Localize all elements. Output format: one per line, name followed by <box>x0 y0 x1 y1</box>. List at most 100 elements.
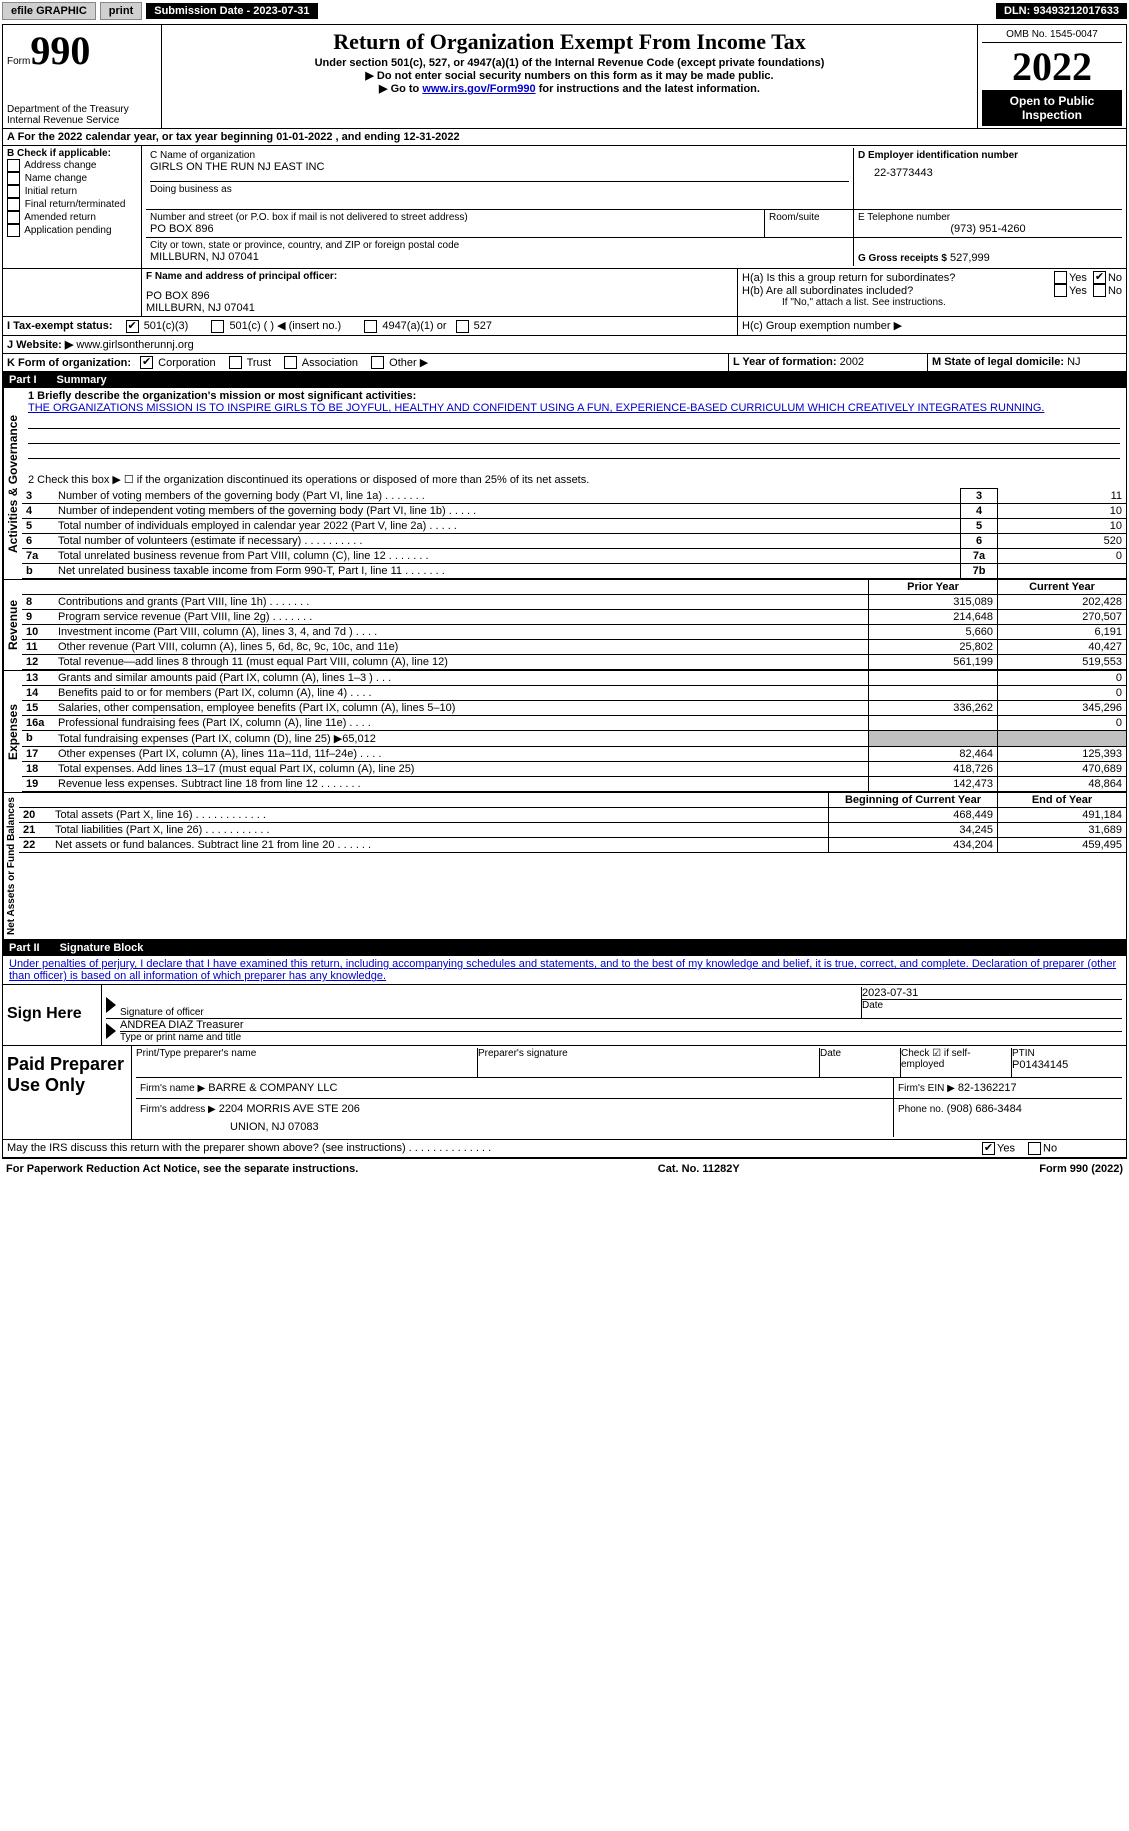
section-f-label: F Name and address of principal officer: <box>146 271 733 282</box>
instruction-2: ▶ Go to www.irs.gov/Form990 for instruct… <box>166 82 973 95</box>
officer-type-label: Type or print name and title <box>120 1031 1122 1043</box>
section-b-item: Amended return <box>7 211 137 224</box>
4947-checkbox[interactable] <box>364 320 377 333</box>
ha-label: H(a) Is this a group return for subordin… <box>742 272 1054 284</box>
part2-header: Part II Signature Block <box>3 940 1126 956</box>
discuss-no-checkbox[interactable] <box>1028 1142 1041 1155</box>
ha-no-checkbox[interactable] <box>1093 271 1106 284</box>
assoc-checkbox[interactable] <box>284 356 297 369</box>
table-netassets: 20Total assets (Part X, line 16) . . . .… <box>19 808 1126 853</box>
corp-checkbox[interactable] <box>140 356 153 369</box>
b-checkbox[interactable] <box>7 198 20 211</box>
section-g-label: G Gross receipts $ <box>858 253 947 264</box>
footer-mid: Cat. No. 11282Y <box>658 1163 740 1175</box>
website: www.girlsontherunnj.org <box>76 339 193 351</box>
501c-checkbox[interactable] <box>211 320 224 333</box>
table-row: 18Total expenses. Add lines 13–17 (must … <box>22 762 1126 777</box>
state-domicile: NJ <box>1067 356 1080 368</box>
firm-name-label: Firm's name ▶ <box>140 1083 205 1094</box>
website-row: J Website: ▶ www.girlsontherunnj.org <box>3 336 1126 354</box>
firm-ein: 82-1362217 <box>958 1082 1017 1094</box>
other-checkbox[interactable] <box>371 356 384 369</box>
firm-addr2: UNION, NJ 07083 <box>140 1115 889 1133</box>
table-row: 6Total number of volunteers (estimate if… <box>22 534 1126 549</box>
room-label: Room/suite <box>769 212 849 223</box>
page-footer: For Paperwork Reduction Act Notice, see … <box>0 1161 1129 1177</box>
street-address: PO BOX 896 <box>150 223 760 235</box>
527-checkbox[interactable] <box>456 320 469 333</box>
table-row: 5Total number of individuals employed in… <box>22 519 1126 534</box>
hb-no-checkbox[interactable] <box>1093 284 1106 297</box>
firm-phone: (908) 686-3484 <box>947 1103 1022 1115</box>
b-checkbox[interactable] <box>7 172 20 185</box>
topbar: efile GRAPHIC print Submission Date - 20… <box>0 0 1129 22</box>
table-row: 7aTotal unrelated business revenue from … <box>22 549 1126 564</box>
form-header: Form990 Department of the Treasury Inter… <box>3 25 1126 129</box>
print-button[interactable]: print <box>100 2 142 20</box>
discuss-row: May the IRS discuss this return with the… <box>3 1140 1126 1158</box>
city-label: City or town, state or province, country… <box>150 240 849 251</box>
sig-date: 2023-07-31 <box>862 987 1122 999</box>
table-row: 4Number of independent voting members of… <box>22 504 1126 519</box>
table-row: 10Investment income (Part VIII, column (… <box>22 625 1126 640</box>
ha-yes-checkbox[interactable] <box>1054 271 1067 284</box>
firm-addr-label: Firm's address ▶ <box>140 1104 216 1115</box>
paid-preparer-label: Paid Preparer Use Only <box>3 1046 132 1139</box>
b-checkbox[interactable] <box>7 224 20 237</box>
phone-label: Phone no. <box>898 1104 944 1115</box>
b-checkbox[interactable] <box>7 159 20 172</box>
prep-sig-label: Preparer's signature <box>478 1048 819 1059</box>
501c3-checkbox[interactable] <box>126 320 139 333</box>
irs-link[interactable]: www.irs.gov/Form990 <box>422 83 535 95</box>
q1-label: 1 Briefly describe the organization's mi… <box>28 390 1120 402</box>
section-c-label: C Name of organization <box>150 150 849 161</box>
section-b-item: Final return/terminated <box>7 198 137 211</box>
self-emp-label: Check ☑ if self-employed <box>901 1048 1011 1070</box>
section-k-label: K Form of organization: <box>7 357 131 369</box>
tax-status-row: I Tax-exempt status: 501(c)(3) 501(c) ( … <box>3 317 1126 336</box>
ptin-label: PTIN <box>1012 1048 1122 1059</box>
submission-date: Submission Date - 2023-07-31 <box>146 3 317 19</box>
efile-button[interactable]: efile GRAPHIC <box>2 2 96 20</box>
section-b-label: B Check if applicable: <box>7 148 137 159</box>
section-a: A For the 2022 calendar year, or tax yea… <box>3 129 1126 146</box>
ptin: P01434145 <box>1012 1059 1122 1071</box>
section-e-label: E Telephone number <box>858 212 1118 223</box>
org-name: GIRLS ON THE RUN NJ EAST INC <box>150 161 849 173</box>
sign-here-block: Sign Here Signature of officer 2023-07-3… <box>3 985 1126 1046</box>
table-row: 12Total revenue—add lines 8 through 11 (… <box>22 655 1126 670</box>
dept-treasury: Department of the Treasury Internal Reve… <box>7 104 157 126</box>
b-checkbox[interactable] <box>7 185 20 198</box>
section-m-label: M State of legal domicile: <box>932 356 1064 368</box>
firm-name: BARRE & COMPANY LLC <box>208 1082 337 1094</box>
b-checkbox[interactable] <box>7 211 20 224</box>
section-l-label: L Year of formation: <box>733 356 837 368</box>
form-990: Form990 Department of the Treasury Inter… <box>2 24 1127 1159</box>
declaration: Under penalties of perjury, I declare th… <box>3 956 1126 985</box>
form-subtitle: Under section 501(c), 527, or 4947(a)(1)… <box>166 57 973 69</box>
table-row: 14Benefits paid to or for members (Part … <box>22 686 1126 701</box>
discuss-yes-checkbox[interactable] <box>982 1142 995 1155</box>
gross-receipts: 527,999 <box>950 252 990 264</box>
hb-label: H(b) Are all subordinates included? <box>742 285 1054 297</box>
section-d-label: D Employer identification number <box>858 150 1118 161</box>
omb-number: OMB No. 1545-0047 <box>982 27 1122 43</box>
form-prefix: Form <box>7 56 30 67</box>
hb-note: If "No," attach a list. See instructions… <box>742 297 1122 308</box>
officer-addr1: PO BOX 896 <box>146 290 733 302</box>
q1-text: THE ORGANIZATIONS MISSION IS TO INSPIRE … <box>28 402 1120 414</box>
firm-ein-label: Firm's EIN ▶ <box>898 1083 955 1094</box>
table-revenue-header: Prior YearCurrent Year <box>22 580 1126 595</box>
vert-expenses: Expenses <box>3 671 22 792</box>
table-row: 8Contributions and grants (Part VIII, li… <box>22 595 1126 610</box>
officer-addr2: MILLBURN, NJ 07041 <box>146 302 733 314</box>
arrow-icon <box>106 997 116 1013</box>
trust-checkbox[interactable] <box>229 356 242 369</box>
instruction-1: ▶ Do not enter social security numbers o… <box>166 69 973 82</box>
hb-yes-checkbox[interactable] <box>1054 284 1067 297</box>
prep-date-label: Date <box>820 1048 900 1059</box>
paid-preparer-block: Paid Preparer Use Only Print/Type prepar… <box>3 1046 1126 1140</box>
vert-revenue: Revenue <box>3 580 22 670</box>
table-row: 9Program service revenue (Part VIII, lin… <box>22 610 1126 625</box>
section-b-item: Name change <box>7 172 137 185</box>
